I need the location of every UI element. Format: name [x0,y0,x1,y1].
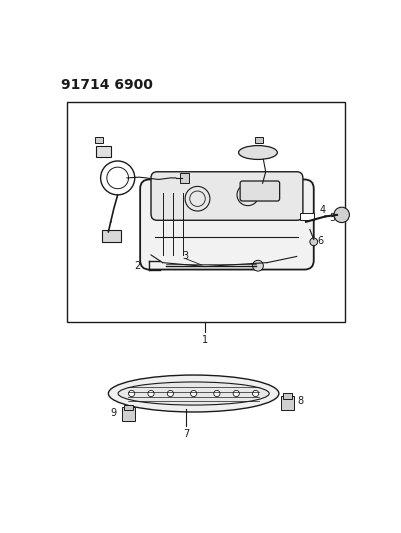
Circle shape [190,391,196,397]
FancyBboxPatch shape [124,405,132,410]
FancyBboxPatch shape [140,180,313,270]
Circle shape [309,238,317,246]
Text: 6: 6 [317,236,323,246]
Bar [67,102,344,322]
Circle shape [333,207,348,223]
Text: 8: 8 [297,396,303,406]
Circle shape [233,391,239,397]
FancyBboxPatch shape [282,393,291,399]
Circle shape [167,391,173,397]
Ellipse shape [118,382,269,405]
Bar [95,137,103,143]
Text: 4: 4 [319,205,325,215]
Circle shape [213,391,219,397]
FancyBboxPatch shape [299,213,313,220]
FancyBboxPatch shape [239,181,279,201]
Text: 9: 9 [111,408,117,418]
Text: 2: 2 [134,261,140,271]
Text: 1: 1 [202,335,208,345]
Bar [254,137,262,143]
FancyBboxPatch shape [96,147,111,157]
Text: 3: 3 [182,252,188,262]
Circle shape [148,391,154,397]
Circle shape [252,391,258,397]
Ellipse shape [108,375,278,412]
Text: 91714 6900: 91714 6900 [61,78,153,92]
FancyBboxPatch shape [102,230,120,242]
Text: 7: 7 [182,429,188,439]
FancyBboxPatch shape [151,172,302,220]
FancyBboxPatch shape [281,396,293,410]
FancyBboxPatch shape [179,173,188,182]
Circle shape [128,391,134,397]
Text: 5: 5 [328,213,335,223]
FancyBboxPatch shape [122,407,134,421]
Ellipse shape [238,146,277,159]
Circle shape [252,260,263,271]
